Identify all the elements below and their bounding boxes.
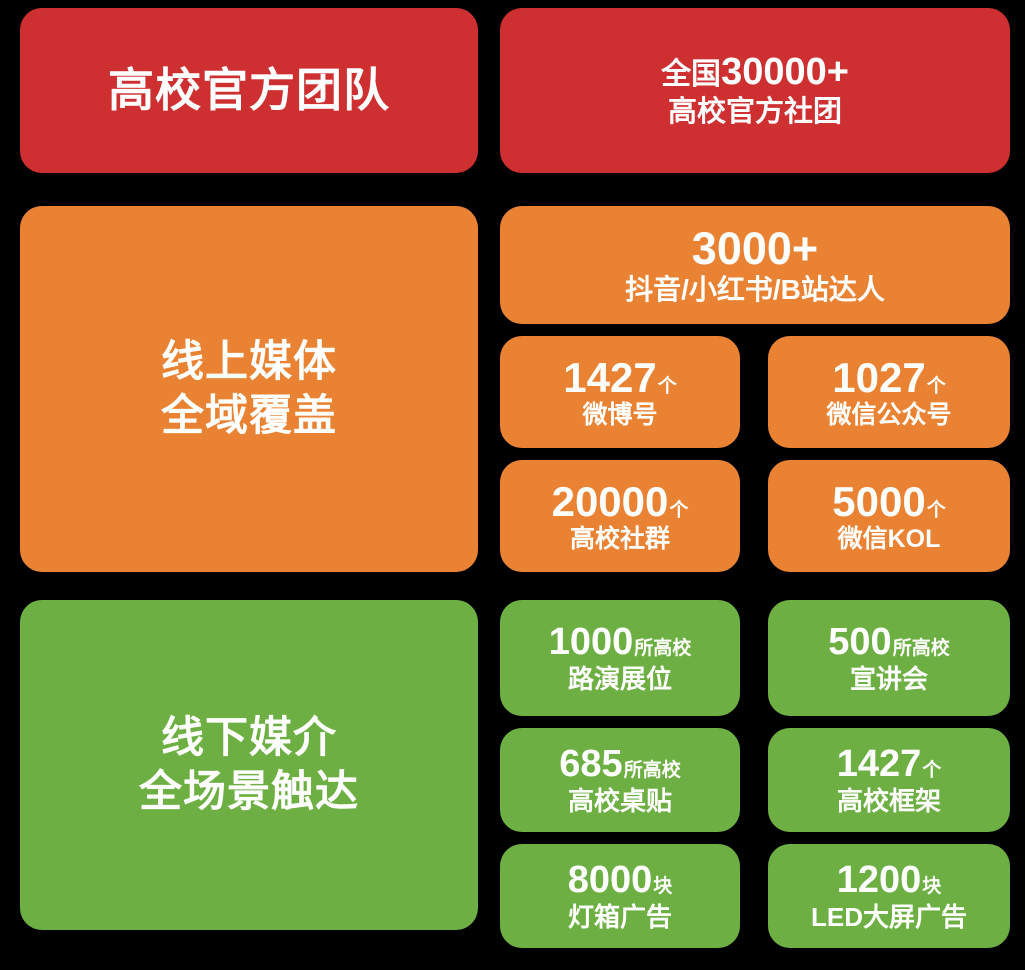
stat-unit: 所高校: [892, 638, 950, 660]
stat-card-led-screen-ads: 1200 块 LED大屏广告: [768, 844, 1010, 948]
stat-card-wechat-kol: 5000 个 微信KOL: [768, 460, 1010, 572]
stat-line: 全国 30000+: [661, 52, 849, 93]
stat-subtitle: 抖音/小红书/B站达人: [625, 273, 885, 305]
stat-card-wechat-official-accounts: 1027 个 微信公众号: [768, 336, 1010, 448]
stat-subtitle: 高校官方社团: [667, 96, 842, 129]
stat-number: 1000: [548, 621, 634, 664]
stat-number: 20000: [551, 477, 669, 525]
stat-number: 685: [559, 743, 623, 786]
banner-card-official-team: 高校官方团队: [20, 8, 478, 173]
stat-line: 5000 个: [832, 477, 946, 525]
stat-number: 8000: [567, 859, 653, 902]
stat-card-desk-stickers: 685 所高校 高校桌贴: [500, 728, 740, 832]
stat-line: 1427 个: [563, 353, 677, 401]
stat-unit: 个: [922, 760, 942, 782]
stat-unit: 块: [653, 876, 673, 898]
stat-subtitle: 高校社群: [569, 525, 670, 554]
stat-number: 1200: [836, 859, 922, 902]
stat-subtitle: 微信KOL: [837, 525, 941, 554]
stat-subtitle: 宣讲会: [849, 664, 928, 695]
stat-card-campus-frames: 1427 个 高校框架: [768, 728, 1010, 832]
stat-number: 5000: [832, 477, 926, 525]
stat-unit: 所高校: [634, 638, 692, 660]
stat-card-national-clubs: 全国 30000+ 高校官方社团: [500, 8, 1010, 173]
stat-line: 1027 个: [832, 353, 946, 401]
stat-unit: 个: [926, 375, 946, 397]
stat-line: 3000+: [691, 223, 819, 275]
stat-card-kol-creators: 3000+ 抖音/小红书/B站达人: [500, 206, 1010, 324]
stat-subtitle: 灯箱广告: [567, 902, 672, 933]
stat-unit: 块: [922, 876, 942, 898]
stat-subtitle: 高校框架: [836, 786, 941, 817]
banner-title-green: 线下媒介 全场景触达: [139, 713, 359, 816]
stat-subtitle: 路演展位: [567, 664, 672, 695]
stat-card-weibo-accounts: 1427 个 微博号: [500, 336, 740, 448]
banner-title-orange: 线上媒体 全域覆盖: [161, 337, 337, 440]
stat-number: 500: [828, 621, 892, 664]
stat-prefix: 全国: [661, 58, 722, 92]
banner-card-online-media: 线上媒体 全域覆盖: [20, 206, 478, 572]
stat-line: 1000 所高校: [549, 622, 692, 663]
stat-unit: 个: [669, 499, 689, 521]
stat-subtitle: 高校桌贴: [567, 786, 672, 817]
banner-card-offline-media: 线下媒介 全场景触达: [20, 600, 478, 930]
stat-subtitle: 微博号: [582, 401, 658, 430]
stat-number: 3000+: [691, 223, 819, 275]
stat-card-campus-groups: 20000 个 高校社群: [500, 460, 740, 572]
stat-number: 1427: [563, 353, 657, 401]
stat-line: 500 所高校: [828, 622, 949, 663]
stat-card-info-sessions: 500 所高校 宣讲会: [768, 600, 1010, 716]
stat-unit: 个: [657, 375, 677, 397]
stat-card-lightbox-ads: 8000 块 灯箱广告: [500, 844, 740, 948]
stat-subtitle: 微信公众号: [826, 401, 952, 430]
stat-line: 20000 个: [551, 477, 689, 525]
stat-number: 30000+: [721, 51, 849, 94]
stat-line: 685 所高校: [559, 744, 680, 785]
stat-number: 1027: [832, 353, 926, 401]
stat-number: 1427: [836, 743, 922, 786]
stat-unit: 个: [926, 499, 946, 521]
stat-unit: 所高校: [623, 760, 681, 782]
stat-card-roadshow-booths: 1000 所高校 路演展位: [500, 600, 740, 716]
banner-title-red: 高校官方团队: [108, 63, 390, 116]
stat-line: 8000 块: [568, 860, 673, 901]
stat-line: 1200 块: [837, 860, 942, 901]
stat-subtitle: LED大屏广告: [810, 902, 967, 933]
stat-line: 1427 个: [837, 744, 942, 785]
